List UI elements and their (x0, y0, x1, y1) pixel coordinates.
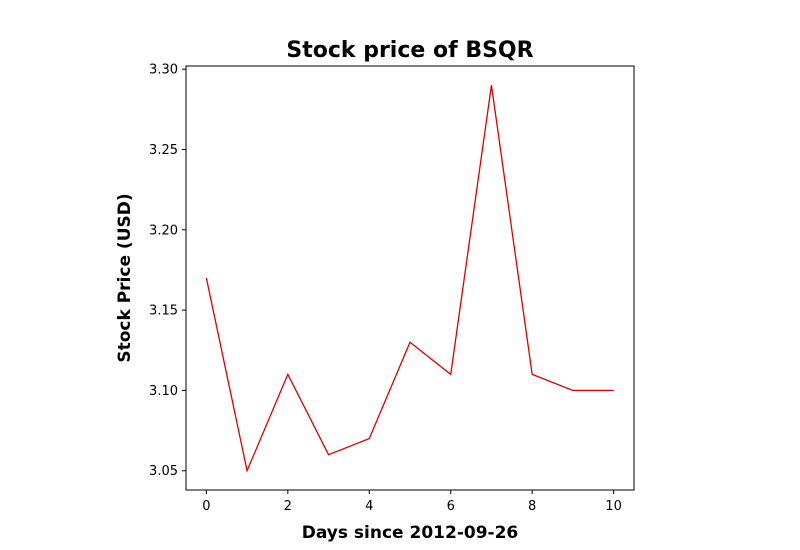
x-tick-label: 4 (365, 499, 373, 514)
y-tick-label: 3.10 (149, 384, 178, 399)
y-tick-label: 3.25 (149, 143, 178, 158)
x-tick-label: 0 (202, 499, 210, 514)
chart-title: Stock price of BSQR (286, 38, 533, 63)
x-tick-label: 10 (605, 499, 622, 514)
x-tick-label: 6 (447, 499, 455, 514)
x-tick-label: 2 (284, 499, 292, 514)
y-tick-label: 3.30 (149, 63, 178, 78)
y-tick-label: 3.15 (149, 304, 178, 319)
x-axis-label: Days since 2012-09-26 (302, 523, 519, 543)
x-tick-label: 8 (528, 499, 536, 514)
y-axis-label: Stock Price (USD) (115, 193, 135, 362)
series-line (205, 85, 614, 473)
axes-frame (185, 65, 635, 491)
y-tick-label: 3.20 (149, 223, 178, 238)
plot-area: 0 2 4 6 8 10 3.05 3.10 3.15 3.20 3.25 3.30 (149, 63, 635, 514)
y-tick-label: 3.05 (149, 464, 178, 479)
